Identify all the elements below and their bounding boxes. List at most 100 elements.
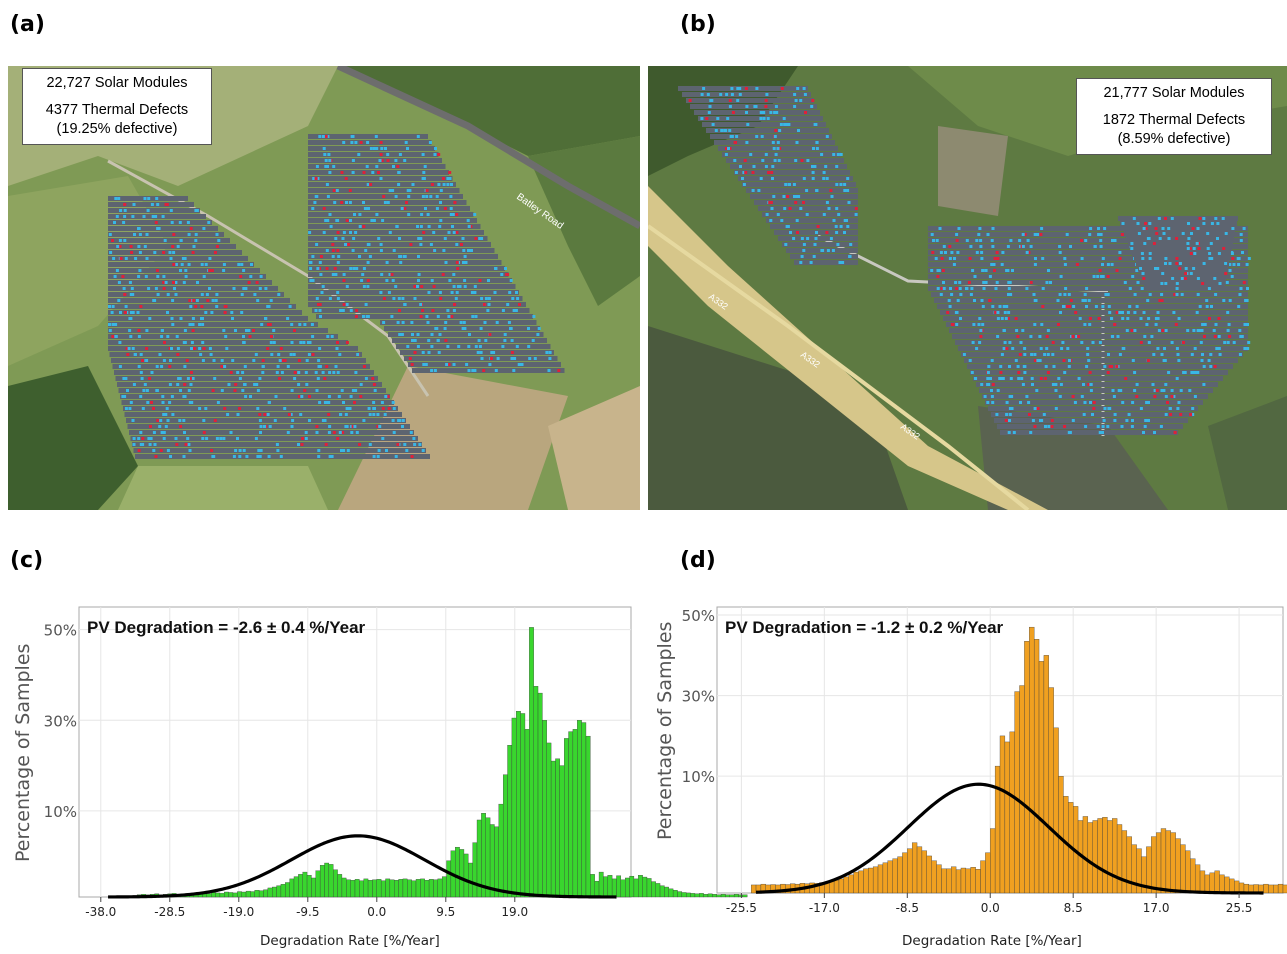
defect-marker (374, 135, 378, 138)
defect-marker (1001, 251, 1005, 254)
defect-marker (987, 365, 991, 368)
defect-marker (1156, 317, 1160, 320)
defect-marker (342, 303, 346, 306)
histogram-bar (394, 880, 399, 898)
y-tick-label: 10% (44, 803, 77, 821)
defect-marker (467, 249, 470, 252)
defect-marker (1140, 287, 1144, 290)
defect-marker (168, 401, 172, 404)
defect-marker (332, 165, 336, 168)
defect-marker (1202, 222, 1206, 225)
defect-marker (137, 437, 141, 440)
defect-marker (1178, 267, 1182, 270)
defect-marker (812, 255, 816, 258)
defect-marker (186, 377, 190, 380)
defect-marker (321, 135, 325, 138)
defect-marker (764, 105, 768, 108)
defect-marker (995, 281, 999, 284)
histogram-bar (1004, 741, 1010, 894)
defect-marker (173, 287, 176, 290)
defect-marker (1202, 262, 1206, 265)
defect-marker (1088, 371, 1092, 374)
histogram-bar (224, 891, 229, 898)
defect-marker (162, 281, 166, 284)
defect-marker (720, 129, 724, 132)
defect-marker (1077, 335, 1081, 338)
panel-row (678, 86, 808, 91)
defect-marker (450, 291, 454, 294)
defect-marker (332, 371, 336, 374)
defect-marker (1173, 431, 1177, 434)
defect-marker (139, 305, 143, 308)
panel-row (710, 134, 832, 139)
defect-marker (1069, 299, 1073, 302)
panel-row (946, 322, 1248, 327)
defect-marker (1106, 293, 1110, 296)
defect-marker (1038, 359, 1042, 362)
defect-marker (533, 357, 537, 360)
defect-marker (463, 327, 467, 330)
defect-marker (1205, 299, 1209, 302)
defect-marker (452, 363, 456, 366)
defect-marker (1121, 401, 1125, 404)
defect-marker (1139, 407, 1143, 410)
defect-marker (166, 449, 170, 452)
defect-marker (730, 87, 734, 90)
defect-marker (965, 287, 968, 290)
defect-marker (300, 395, 304, 398)
defect-marker (191, 323, 195, 326)
defect-marker (362, 285, 366, 288)
defect-marker (137, 329, 141, 332)
defect-marker (422, 231, 426, 234)
defect-marker (488, 363, 492, 366)
defect-marker (308, 419, 311, 422)
histogram-bar (1194, 864, 1201, 894)
defect-marker (1198, 217, 1202, 220)
defect-marker (323, 153, 327, 156)
histogram-bar (385, 878, 391, 898)
defect-marker (260, 323, 264, 326)
defect-marker (480, 237, 484, 240)
defect-marker (471, 315, 475, 318)
defect-marker (1193, 347, 1197, 350)
panel-row (108, 220, 212, 225)
histogram-bar (926, 855, 932, 894)
histogram-bar (1087, 822, 1093, 894)
defect-marker (390, 273, 394, 276)
defect-marker (293, 329, 296, 332)
defect-marker (1008, 365, 1011, 368)
defect-marker (403, 159, 407, 162)
panel-row (108, 280, 272, 285)
defect-marker (1144, 419, 1148, 422)
panel-row (750, 194, 858, 199)
defect-marker (355, 431, 359, 434)
defect-marker (145, 347, 149, 350)
defect-marker (962, 353, 966, 356)
defect-marker (301, 437, 305, 440)
defect-marker (835, 207, 839, 210)
defect-marker (988, 275, 992, 278)
histogram-bar (254, 890, 260, 898)
defect-marker (223, 407, 227, 410)
defect-marker (419, 243, 423, 246)
defect-marker (171, 299, 175, 302)
defect-marker (290, 341, 294, 344)
defect-marker (1213, 335, 1217, 338)
defect-marker (121, 395, 125, 398)
defect-marker (978, 341, 982, 344)
defect-marker (187, 263, 191, 266)
defect-marker (267, 305, 271, 308)
defect-marker (379, 153, 383, 156)
defect-marker (315, 165, 319, 168)
defect-marker (1084, 239, 1088, 242)
defect-marker (796, 231, 799, 234)
panel-row (308, 284, 516, 289)
defect-count-b: 1872 Thermal Defects (1102, 112, 1246, 128)
defect-marker (506, 273, 510, 276)
defect-marker (1161, 329, 1165, 332)
defect-marker (384, 395, 388, 398)
defect-marker (144, 275, 148, 278)
defect-marker (336, 341, 339, 344)
defect-marker (848, 255, 852, 258)
defect-marker (990, 263, 994, 266)
